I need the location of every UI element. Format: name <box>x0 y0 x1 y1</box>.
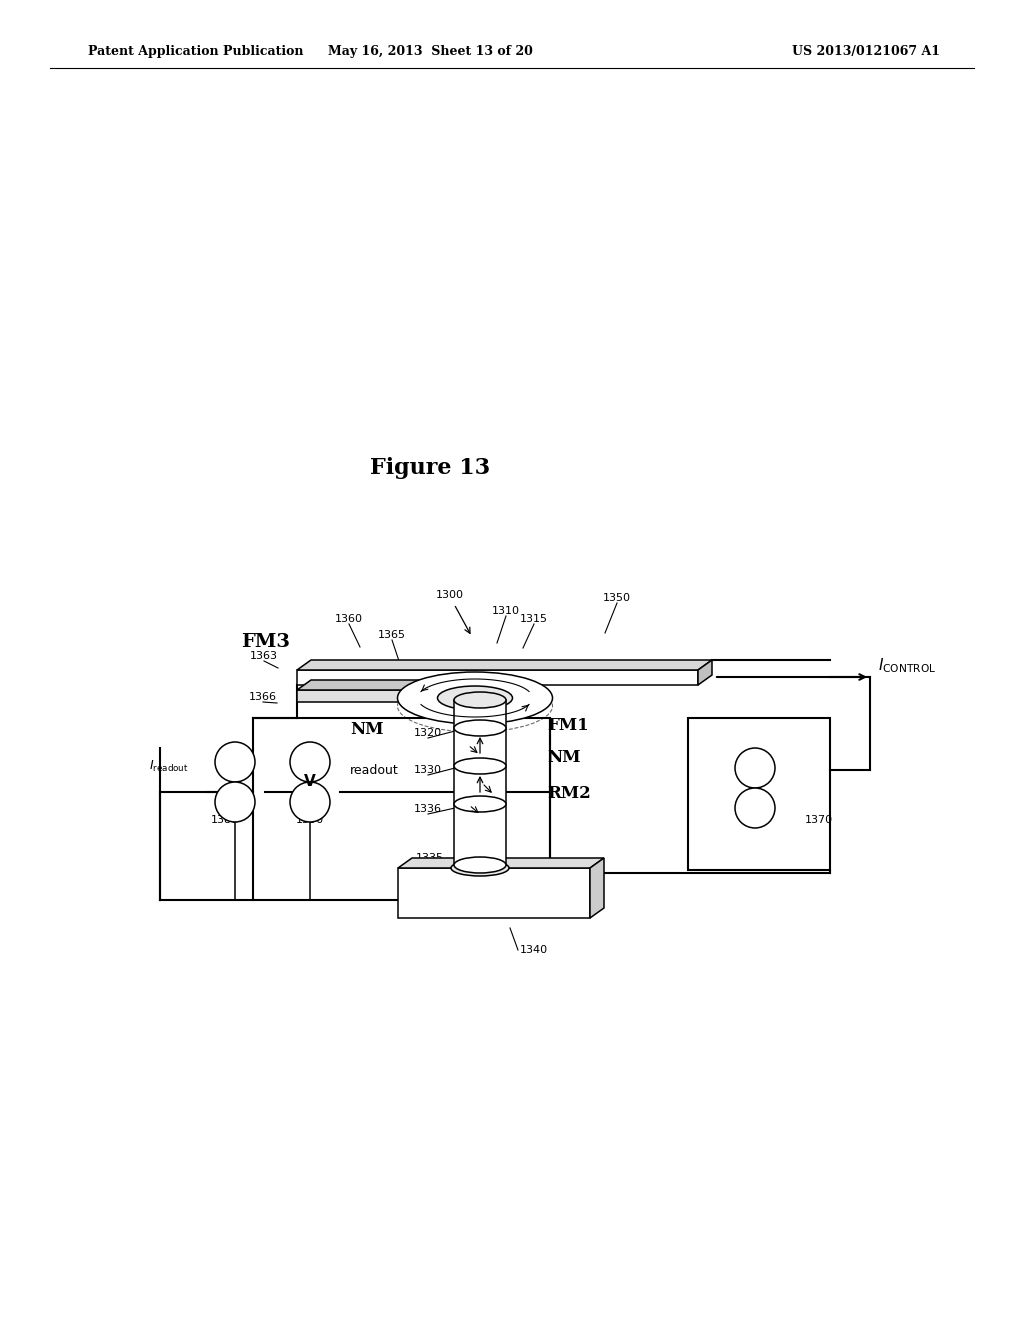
Ellipse shape <box>290 781 330 822</box>
Ellipse shape <box>397 672 553 723</box>
Bar <box>688 718 830 870</box>
Text: 1300: 1300 <box>436 590 464 601</box>
Polygon shape <box>590 858 604 917</box>
Text: 1310: 1310 <box>492 606 520 616</box>
Text: FM3: FM3 <box>242 634 291 651</box>
Ellipse shape <box>454 796 506 812</box>
Text: US 2013/0121067 A1: US 2013/0121067 A1 <box>792 45 940 58</box>
Ellipse shape <box>454 719 506 737</box>
Polygon shape <box>297 660 712 671</box>
Text: 1335: 1335 <box>416 853 444 863</box>
Polygon shape <box>415 680 429 702</box>
Polygon shape <box>398 858 604 869</box>
Ellipse shape <box>735 748 775 788</box>
Text: May 16, 2013  Sheet 13 of 20: May 16, 2013 Sheet 13 of 20 <box>328 45 532 58</box>
Ellipse shape <box>735 788 775 828</box>
Text: 1363: 1363 <box>250 651 278 661</box>
Text: Patent Application Publication: Patent Application Publication <box>88 45 303 58</box>
Ellipse shape <box>454 857 506 873</box>
Text: NM: NM <box>350 722 384 738</box>
Ellipse shape <box>454 692 506 708</box>
Text: 1365: 1365 <box>378 630 406 640</box>
Text: 1350: 1350 <box>603 593 631 603</box>
Text: FM1: FM1 <box>547 718 589 734</box>
Text: 1366: 1366 <box>249 692 278 702</box>
Bar <box>297 690 415 702</box>
Text: 1330: 1330 <box>414 766 442 775</box>
Text: V: V <box>304 775 315 789</box>
Polygon shape <box>698 660 712 685</box>
Text: $I_{\rm readout}$: $I_{\rm readout}$ <box>150 759 189 774</box>
Ellipse shape <box>454 758 506 774</box>
Text: 1390: 1390 <box>296 814 324 825</box>
Text: $I_{\rm CONTROL}$: $I_{\rm CONTROL}$ <box>878 656 937 676</box>
Bar <box>253 718 550 900</box>
Polygon shape <box>297 680 429 690</box>
Ellipse shape <box>437 686 512 710</box>
Text: Figure 13: Figure 13 <box>370 457 490 479</box>
Text: 1320: 1320 <box>414 729 442 738</box>
Text: 1340: 1340 <box>520 945 548 954</box>
Ellipse shape <box>451 861 509 876</box>
Text: 1315: 1315 <box>520 614 548 624</box>
Bar <box>398 869 590 917</box>
Text: 1360: 1360 <box>335 614 362 624</box>
Ellipse shape <box>215 742 255 781</box>
Text: readout: readout <box>350 763 398 776</box>
Text: RM2: RM2 <box>547 784 591 801</box>
Text: 1380: 1380 <box>211 814 239 825</box>
Bar <box>297 671 698 685</box>
Ellipse shape <box>290 742 330 781</box>
Text: NM: NM <box>547 750 581 767</box>
Text: 1370: 1370 <box>805 814 834 825</box>
Ellipse shape <box>215 781 255 822</box>
Text: 1336: 1336 <box>414 804 442 814</box>
Bar <box>454 700 506 865</box>
